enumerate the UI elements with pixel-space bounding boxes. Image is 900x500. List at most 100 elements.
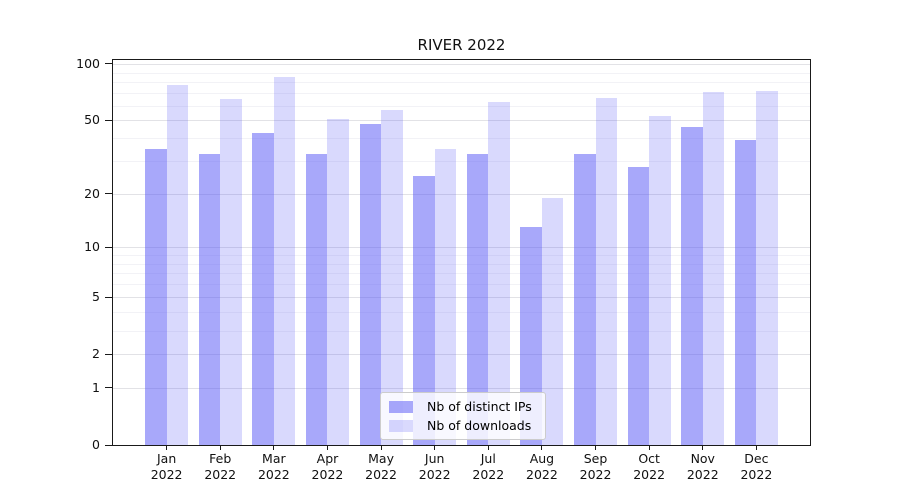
- y-tick-100: [105, 63, 112, 65]
- legend-item-distinct-ips: Nb of distinct IPs: [389, 399, 537, 414]
- bar-nov-distinct-ips: [681, 127, 703, 445]
- minor-gridline-90: [113, 72, 810, 74]
- bar-dec-downloads: [756, 90, 778, 445]
- legend-swatch-downloads-icon: [389, 419, 413, 432]
- x-tick-label-jul: Jul 2022: [458, 451, 518, 483]
- minor-gridline-60: [113, 105, 810, 107]
- bar-jul-downloads: [488, 101, 510, 445]
- bar-jun-distinct-ips: [413, 176, 435, 445]
- bar-jan-downloads: [166, 85, 189, 445]
- x-tick-jan: [166, 446, 168, 450]
- bar-may-distinct-ips: [359, 123, 382, 445]
- x-tick-label-line: Oct: [638, 451, 660, 466]
- y-tick-5: [105, 296, 112, 298]
- minor-gridline-6: [113, 284, 810, 286]
- x-tick-jun: [434, 446, 436, 450]
- minor-gridline-3: [113, 330, 810, 332]
- minor-gridline-40: [113, 138, 810, 140]
- x-tick-label-line: 2022: [472, 467, 505, 482]
- y-tick-50: [105, 119, 112, 121]
- legend: Nb of distinct IPs Nb of downloads: [380, 392, 546, 440]
- major-gridline-10: [113, 247, 810, 249]
- bar-apr-distinct-ips: [305, 153, 328, 445]
- x-tick-label-line: 2022: [740, 467, 773, 482]
- x-tick-label-aug: Aug 2022: [512, 451, 572, 483]
- minor-gridline-70: [113, 93, 810, 95]
- y-tick-label-100: 100: [76, 55, 100, 71]
- y-tick-20: [105, 193, 112, 195]
- plot-area: Nb of distinct IPs Nb of downloads: [112, 59, 811, 446]
- bar-aug-downloads: [541, 197, 564, 445]
- x-tick-dec: [755, 446, 757, 450]
- x-tick-label-line: Aug: [529, 451, 555, 466]
- legend-item-downloads: Nb of downloads: [389, 418, 537, 433]
- x-tick-label-line: Mar: [262, 451, 286, 466]
- chart-title: RIVER 2022: [417, 36, 506, 54]
- x-tick-label-line: 2022: [686, 467, 719, 482]
- x-tick-label-line: 2022: [204, 467, 237, 482]
- y-tick-label-5: 5: [92, 289, 100, 305]
- bar-sep-downloads: [595, 97, 618, 445]
- x-tick-label-may: May 2022: [351, 451, 411, 483]
- bar-dec-distinct-ips: [734, 140, 757, 445]
- minor-gridline-9: [113, 254, 810, 256]
- x-tick-label-line: 2022: [365, 467, 397, 482]
- bar-may-downloads: [381, 109, 403, 445]
- bar-jun-downloads: [434, 149, 457, 445]
- major-gridline-2: [113, 354, 810, 356]
- bar-nov-downloads: [702, 91, 725, 445]
- x-tick-label-nov: Nov 2022: [673, 451, 733, 483]
- x-tick-apr: [326, 446, 328, 450]
- x-tick-label-line: Jun: [424, 451, 445, 466]
- y-tick-10: [105, 246, 112, 248]
- bar-oct-downloads: [649, 115, 671, 445]
- major-gridline-50: [113, 120, 810, 122]
- bar-feb-distinct-ips: [198, 153, 221, 445]
- minor-gridline-30: [113, 161, 810, 163]
- y-tick-label-2: 2: [92, 346, 100, 362]
- x-tick-label-line: 2022: [526, 467, 558, 482]
- x-tick-aug: [541, 446, 543, 450]
- x-tick-jul: [487, 446, 489, 450]
- x-tick-label-sep: Sep 2022: [566, 451, 626, 483]
- bar-jan-distinct-ips: [145, 149, 167, 445]
- minor-gridline-8: [113, 263, 810, 265]
- x-tick-label-line: 2022: [257, 467, 290, 482]
- x-tick-oct: [648, 446, 650, 450]
- y-tick-0: [105, 444, 112, 446]
- x-tick-label-line: Sep: [583, 451, 608, 466]
- y-tick-label-20: 20: [84, 185, 100, 201]
- x-tick-label-line: Feb: [209, 451, 232, 466]
- bar-oct-distinct-ips: [627, 167, 650, 445]
- minor-gridline-7: [113, 273, 810, 275]
- major-gridline-20: [113, 193, 810, 195]
- minor-gridline-4: [113, 312, 810, 314]
- bar-feb-downloads: [220, 99, 242, 445]
- bar-apr-downloads: [327, 118, 349, 445]
- x-tick-label-line: 2022: [579, 467, 612, 482]
- major-gridline-5: [113, 297, 810, 299]
- x-tick-label-line: Dec: [744, 451, 769, 466]
- x-tick-label-line: May: [368, 451, 394, 466]
- x-tick-feb: [219, 446, 221, 450]
- x-tick-label-dec: Dec 2022: [726, 451, 786, 483]
- bar-mar-distinct-ips: [252, 132, 274, 445]
- x-tick-label-line: 2022: [311, 467, 344, 482]
- y-tick-label-50: 50: [84, 112, 100, 128]
- bar-sep-distinct-ips: [574, 153, 596, 445]
- x-tick-label-line: Apr: [316, 451, 339, 466]
- x-tick-sep: [595, 446, 597, 450]
- legend-swatch-distinct-ips-icon: [389, 400, 413, 413]
- x-tick-mar: [273, 446, 275, 450]
- legend-label-distinct-ips: Nb of distinct IPs: [427, 399, 532, 414]
- x-tick-may: [380, 446, 382, 450]
- y-tick-2: [105, 353, 112, 355]
- x-tick-nov: [702, 446, 704, 450]
- bar-jul-distinct-ips: [466, 153, 489, 445]
- x-tick-label-line: Jul: [480, 451, 496, 466]
- x-tick-label-line: 2022: [418, 467, 451, 482]
- y-tick-1: [105, 387, 112, 389]
- x-tick-label-line: 2022: [633, 467, 666, 482]
- major-gridline-1: [113, 387, 810, 389]
- x-tick-label-jan: Jan 2022: [137, 451, 197, 483]
